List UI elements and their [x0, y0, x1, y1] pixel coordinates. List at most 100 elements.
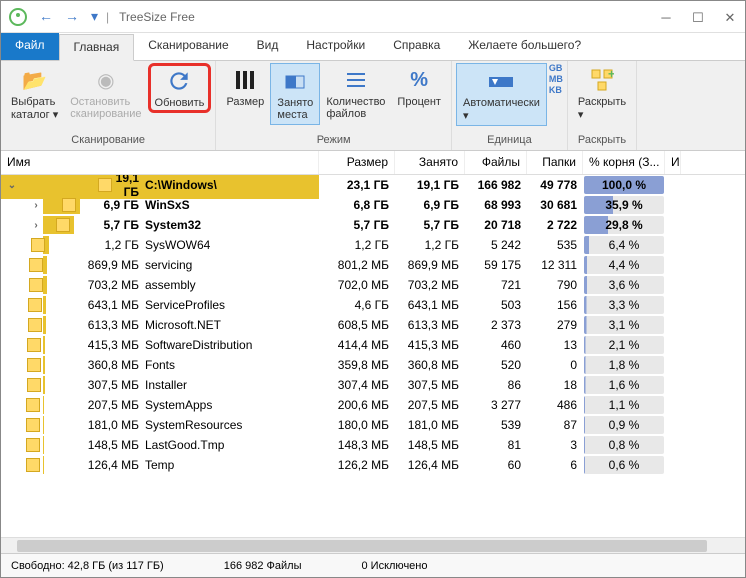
- cell-occupied: 613,3 МБ: [395, 318, 465, 332]
- tab-settings[interactable]: Настройки: [292, 33, 379, 60]
- table-row[interactable]: ›613,3 МБMicrosoft.NET608,5 МБ613,3 МБ2 …: [1, 315, 745, 335]
- unit-mb[interactable]: MB: [549, 74, 563, 84]
- table-row[interactable]: ›148,5 МБLastGood.Tmp148,3 МБ148,5 МБ813…: [1, 435, 745, 455]
- table-row[interactable]: ›360,8 МБFonts359,8 МБ360,8 МБ52001,8 %: [1, 355, 745, 375]
- bars-icon: [231, 66, 259, 94]
- col-files[interactable]: Файлы: [465, 151, 527, 174]
- percent-mode-button[interactable]: % Процент: [391, 63, 447, 111]
- cell-pct: 3,1 %: [584, 316, 664, 334]
- table-row[interactable]: ›415,3 МБSoftwareDistribution414,4 МБ415…: [1, 335, 745, 355]
- filecount-label: Количествофайлов: [326, 96, 385, 120]
- auto-unit-button[interactable]: Автоматически▾: [456, 63, 547, 126]
- cell-pct: 3,3 %: [584, 296, 664, 314]
- expand-button[interactable]: + Раскрыть▾: [572, 63, 632, 124]
- unit-group-label: Единица: [456, 132, 563, 148]
- table-row[interactable]: ›6,9 ГБWinSxS6,8 ГБ6,9 ГБ68 99330 68135,…: [1, 195, 745, 215]
- table-row[interactable]: ›5,7 ГБSystem325,7 ГБ5,7 ГБ20 7182 72229…: [1, 215, 745, 235]
- cell-folders: 156: [527, 298, 583, 312]
- row-size-label: 181,0 МБ: [44, 418, 145, 432]
- table-row[interactable]: ›126,4 МБTemp126,2 МБ126,4 МБ6060,6 %: [1, 455, 745, 475]
- ribbon-tabs: Файл Главная Сканирование Вид Настройки …: [1, 33, 745, 61]
- table-row[interactable]: ›703,2 МБassembly702,0 МБ703,2 МБ7217903…: [1, 275, 745, 295]
- col-pct[interactable]: % корня (З...: [583, 151, 665, 174]
- row-name: Microsoft.NET: [145, 318, 221, 332]
- expand-toggle-icon[interactable]: ⌄: [5, 180, 19, 191]
- unit-labels: GB MB KB: [549, 63, 563, 95]
- expand-toggle-icon[interactable]: ›: [29, 220, 43, 231]
- folder-icon: [27, 358, 41, 372]
- cell-occupied: 703,2 МБ: [395, 278, 465, 292]
- cell-size: 126,2 МБ: [319, 458, 395, 472]
- cell-size: 6,8 ГБ: [319, 198, 395, 212]
- folder-icon: [29, 278, 43, 292]
- cell-size: 180,0 МБ: [319, 418, 395, 432]
- cell-folders: 30 681: [527, 198, 583, 212]
- expand-tree-icon: +: [588, 66, 616, 94]
- cell-files: 81: [465, 438, 527, 452]
- occupied-mode-button[interactable]: Занятоместа: [270, 63, 320, 125]
- col-size[interactable]: Размер: [319, 151, 395, 174]
- titlebar-divider: |: [106, 10, 109, 24]
- refresh-button[interactable]: Обновить: [148, 63, 212, 113]
- close-icon[interactable]: ✕: [723, 10, 737, 24]
- nav-back-icon[interactable]: ←: [35, 6, 57, 27]
- filecount-mode-button[interactable]: Количествофайлов: [320, 63, 391, 123]
- col-occupied[interactable]: Занято: [395, 151, 465, 174]
- cell-files: 721: [465, 278, 527, 292]
- unit-kb[interactable]: KB: [549, 85, 563, 95]
- cell-pct: 0,6 %: [584, 456, 664, 474]
- tab-help[interactable]: Справка: [379, 33, 454, 60]
- tab-scan[interactable]: Сканирование: [134, 33, 242, 60]
- nav-dropdown-icon[interactable]: ▾: [87, 6, 102, 27]
- tab-more[interactable]: Желаете большего?: [454, 33, 595, 60]
- stop-scan-button[interactable]: ◉ Остановитьсканирование: [64, 63, 147, 123]
- table-row[interactable]: ›181,0 МБSystemResources180,0 МБ181,0 МБ…: [1, 415, 745, 435]
- scrollbar-thumb[interactable]: [17, 540, 707, 552]
- cell-pct: 6,4 %: [584, 236, 664, 254]
- table-row[interactable]: ›1,2 ГБSysWOW641,2 ГБ1,2 ГБ5 2425356,4 %: [1, 235, 745, 255]
- cell-size: 801,2 МБ: [319, 258, 395, 272]
- cell-size: 5,7 ГБ: [319, 218, 395, 232]
- ribbon: 📂 Выбратькаталог ▾ ◉ Остановитьсканирова…: [1, 61, 745, 151]
- cell-size: 23,1 ГБ: [319, 178, 395, 192]
- row-name: WinSxS: [145, 198, 190, 212]
- status-free: Свободно: 42,8 ГБ (из 117 ГБ): [11, 560, 164, 572]
- size-mode-button[interactable]: Размер: [220, 63, 270, 111]
- tab-view[interactable]: Вид: [243, 33, 293, 60]
- app-logo-icon: [9, 8, 27, 26]
- cell-files: 166 982: [465, 178, 527, 192]
- col-folders[interactable]: Папки: [527, 151, 583, 174]
- minimize-icon[interactable]: ─: [659, 10, 673, 24]
- cell-folders: 279: [527, 318, 583, 332]
- folder-icon: [29, 258, 43, 272]
- col-name[interactable]: Имя: [1, 151, 319, 174]
- list-icon: [342, 66, 370, 94]
- table-row[interactable]: ›307,5 МБInstaller307,4 МБ307,5 МБ86181,…: [1, 375, 745, 395]
- col-last[interactable]: И: [665, 151, 681, 174]
- cell-pct: 1,8 %: [584, 356, 664, 374]
- cell-folders: 6: [527, 458, 583, 472]
- cell-occupied: 181,0 МБ: [395, 418, 465, 432]
- table-row[interactable]: ›643,1 МБServiceProfiles4,6 ГБ643,1 МБ50…: [1, 295, 745, 315]
- row-name: LastGood.Tmp: [145, 438, 224, 452]
- tree-view[interactable]: ⌄19,1 ГБC:\Windows\23,1 ГБ19,1 ГБ166 982…: [1, 175, 745, 543]
- table-row[interactable]: ›869,9 МБservicing801,2 МБ869,9 МБ59 175…: [1, 255, 745, 275]
- select-catalog-button[interactable]: 📂 Выбратькаталог ▾: [5, 63, 64, 124]
- cell-files: 5 242: [465, 238, 527, 252]
- row-name: ServiceProfiles: [145, 298, 225, 312]
- refresh-icon: [165, 67, 193, 95]
- maximize-icon[interactable]: ☐: [691, 10, 705, 24]
- table-row[interactable]: ⌄19,1 ГБC:\Windows\23,1 ГБ19,1 ГБ166 982…: [1, 175, 745, 195]
- unit-gb[interactable]: GB: [549, 63, 563, 73]
- expand-toggle-icon[interactable]: ›: [29, 200, 43, 211]
- table-row[interactable]: ›207,5 МБSystemApps200,6 МБ207,5 МБ3 277…: [1, 395, 745, 415]
- status-excluded: 0 Исключено: [362, 560, 428, 572]
- row-size-label: 643,1 МБ: [46, 298, 145, 312]
- tab-file[interactable]: Файл: [1, 33, 59, 60]
- tab-main[interactable]: Главная: [59, 34, 135, 61]
- cell-occupied: 207,5 МБ: [395, 398, 465, 412]
- horizontal-scrollbar[interactable]: [1, 537, 745, 553]
- folder-icon: [28, 318, 42, 332]
- nav-forward-icon[interactable]: →: [61, 6, 83, 27]
- row-name: SystemApps: [145, 398, 212, 412]
